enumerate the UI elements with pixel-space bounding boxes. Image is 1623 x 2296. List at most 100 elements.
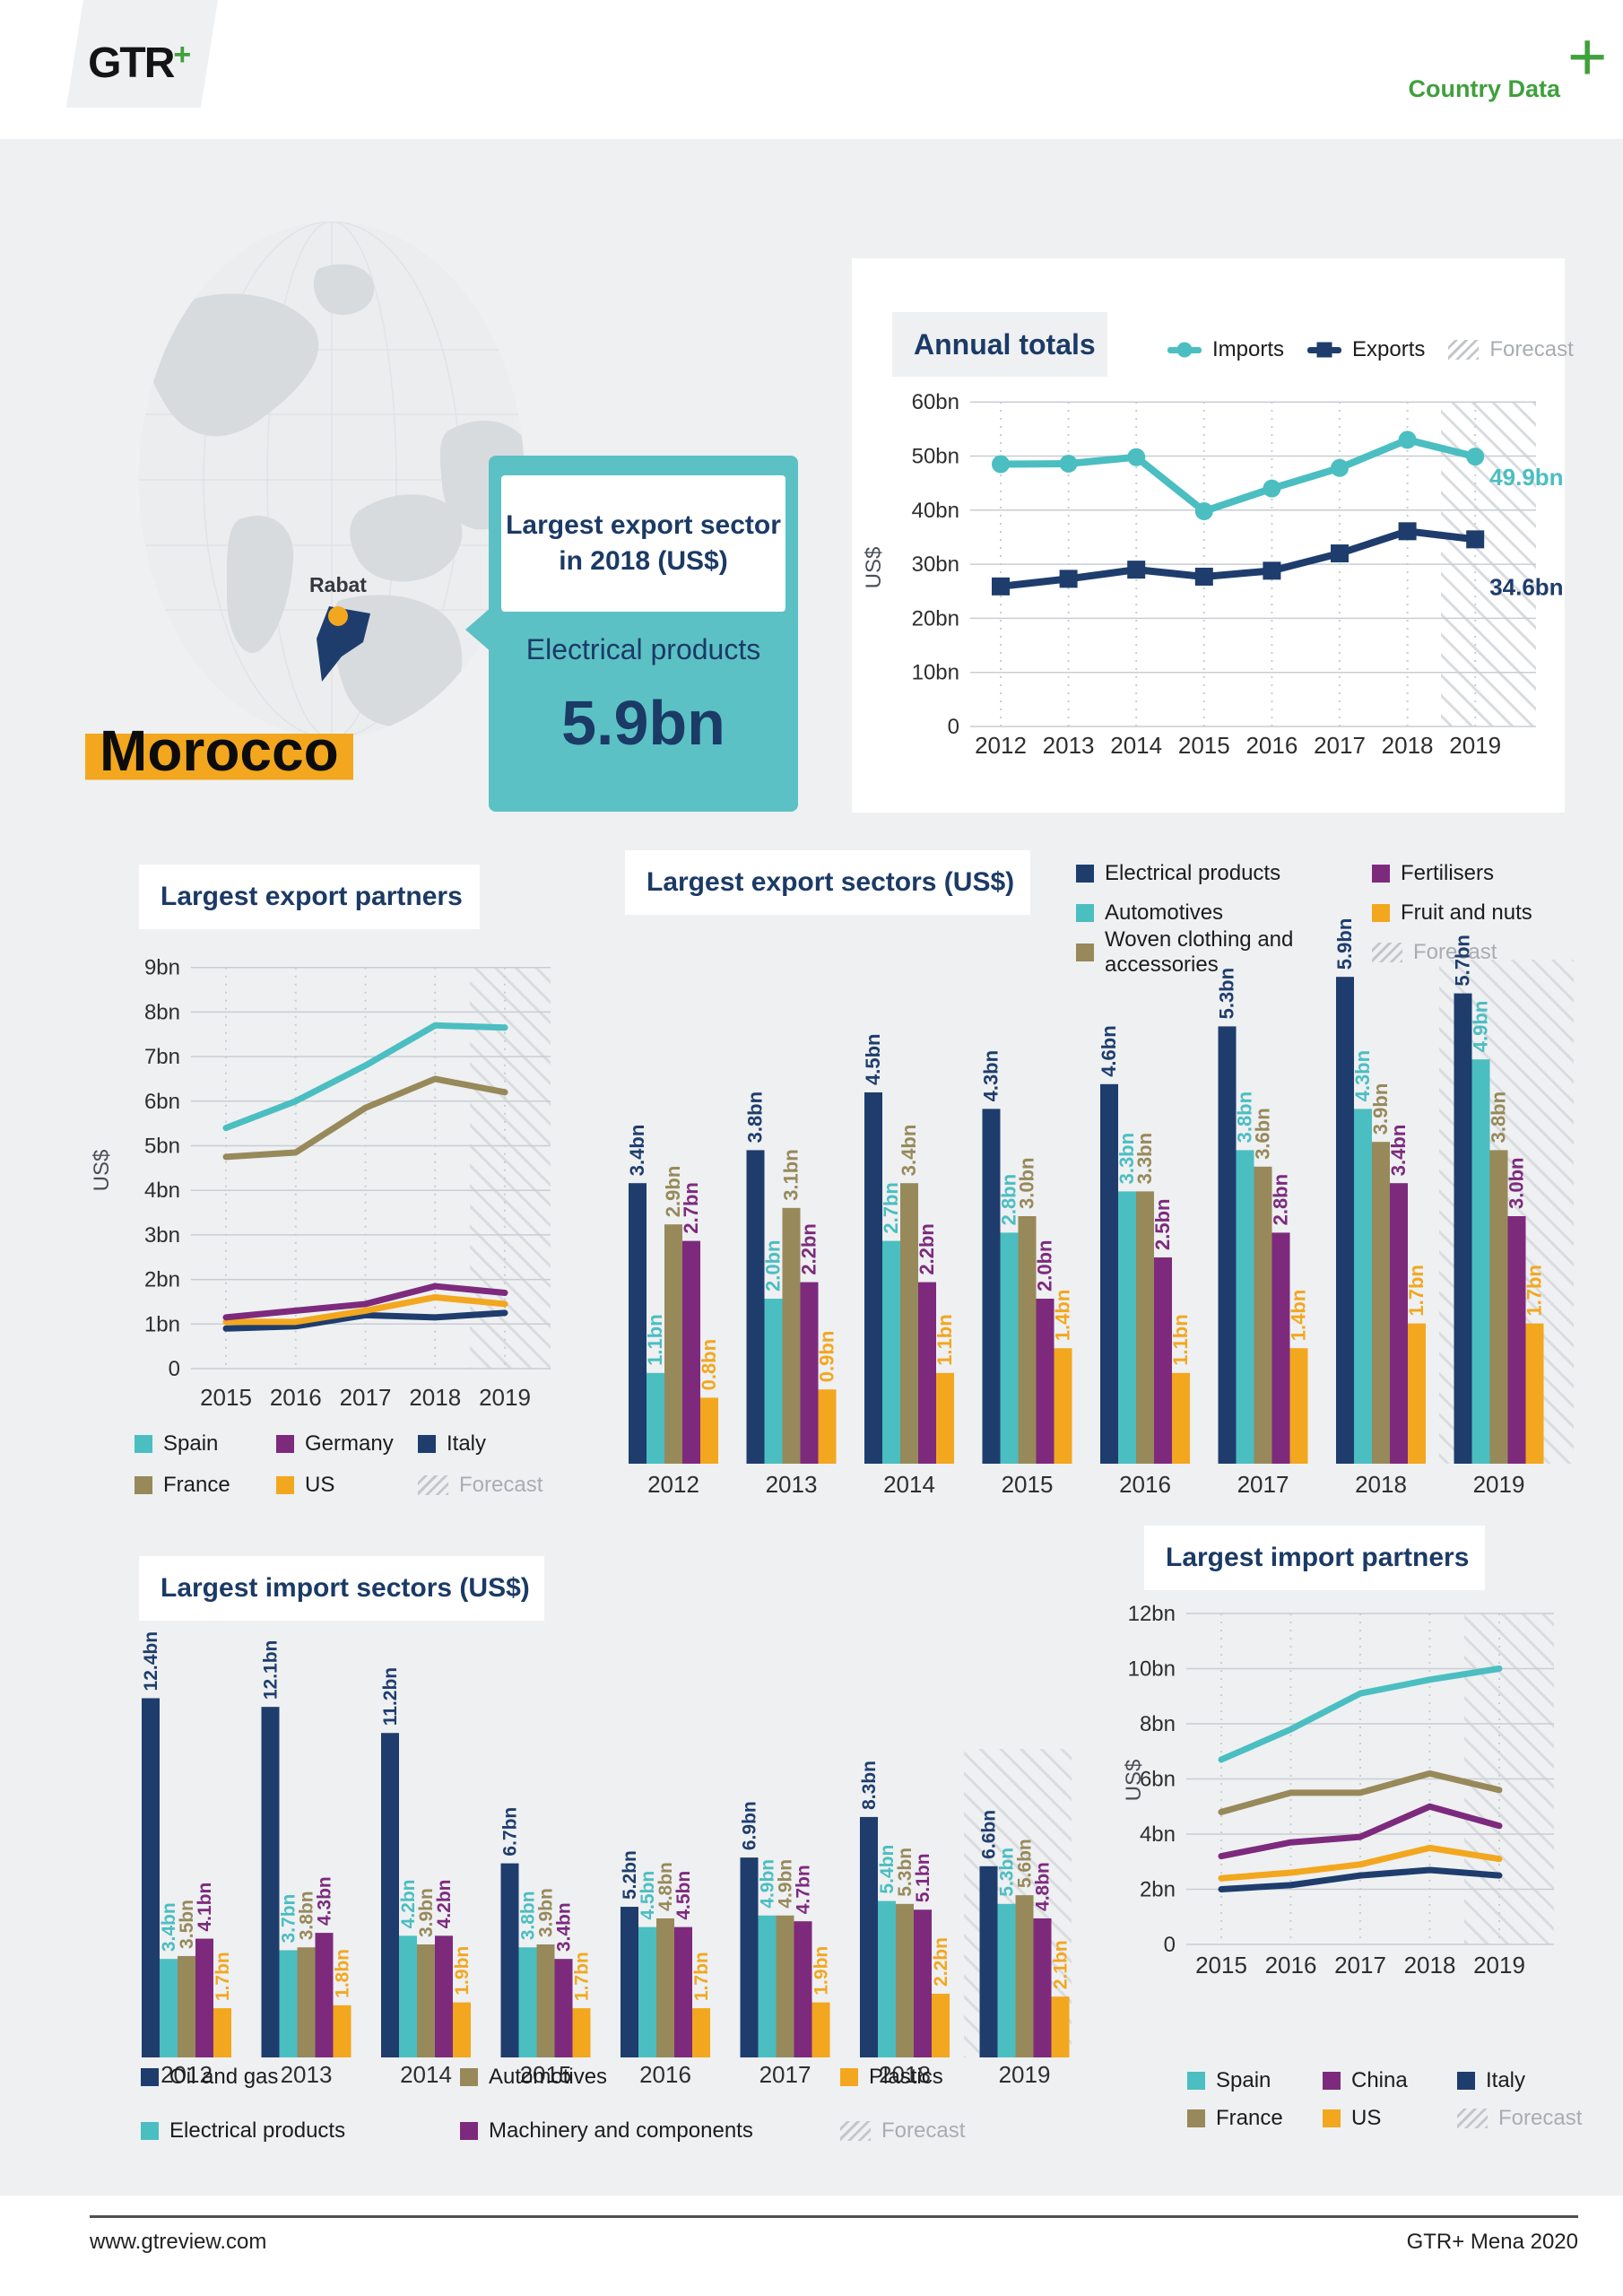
value-label: 1.9bn: [812, 1946, 832, 1996]
x-tick-label: 2016: [1119, 1471, 1171, 1498]
bar: [1408, 1323, 1426, 1464]
bar: [518, 1947, 537, 2057]
y-tick-label: 0: [1164, 1933, 1176, 1957]
value-label: 1.4bn: [1288, 1290, 1310, 1341]
value-label: 3.8bn: [518, 1891, 539, 1940]
x-tick-label: 2017: [1314, 732, 1366, 759]
value-label: 1.7bn: [1523, 1265, 1546, 1316]
y-tick-label: 4bn: [1140, 1822, 1176, 1847]
land-europe: [350, 494, 463, 582]
legend-label: Machinery and components: [489, 2118, 753, 2143]
land-south-america: [226, 516, 294, 653]
bar: [142, 1698, 160, 2057]
legend-marker: [1176, 342, 1193, 358]
x-tick-label: 2019: [999, 2061, 1051, 2088]
legend-label: Forecast: [1489, 337, 1574, 361]
bar: [818, 1389, 837, 1464]
legend-label: Automotives: [489, 2065, 608, 2089]
bar: [1154, 1257, 1172, 1464]
x-tick-label: 2012: [647, 1471, 699, 1498]
x-tick-label: 2015: [1002, 1471, 1054, 1498]
value-label: 2.5bn: [1151, 1199, 1174, 1250]
bar: [1254, 1166, 1272, 1464]
x-tick-label: 2016: [270, 1384, 322, 1411]
y-tick-label: 12bn: [1128, 1602, 1176, 1626]
legend-swatch: [1076, 904, 1094, 922]
bar: [932, 1993, 950, 2057]
y-tick-label: 5bn: [144, 1135, 180, 1159]
import-partners-legend: Spain China Italy France US Forecast: [1187, 2068, 1610, 2131]
annual-legend: Imports Exports Forecast: [1167, 337, 1574, 362]
value-label: 4.9bn: [1470, 1001, 1492, 1052]
export-partners-chart: 0 1bn 2bn 3bn 4bn 5bn 6bn 7bn 8bn 9bn 2015 2016 2017…: [90, 956, 551, 1411]
legend-label: Forecast: [1498, 2106, 1583, 2130]
data-point: [1194, 502, 1213, 521]
value-label: 5.7bn: [1452, 935, 1474, 986]
export-partners-title: Largest export partners: [139, 865, 480, 929]
y-tick-label: 8bn: [144, 1000, 180, 1024]
rabat-marker: [328, 606, 348, 626]
gtr-logo-text: GTR+: [88, 38, 189, 108]
value-label: 4.8bn: [1033, 1862, 1054, 1911]
bar: [621, 1907, 638, 2057]
value-label: 2.2bn: [798, 1223, 820, 1274]
y-tick-label: 2bn: [144, 1268, 180, 1292]
value-label: 1.1bn: [644, 1314, 666, 1365]
series-line: [1218, 1844, 1503, 1882]
y-tick-label: 6bn: [1140, 1768, 1176, 1792]
value-label: 4.3bn: [315, 1876, 335, 1926]
legend-swatch: [1372, 865, 1390, 883]
value-label: 3.3bn: [1115, 1133, 1138, 1184]
x-tick-label: 2014: [400, 2061, 452, 2088]
value-label: 6.9bn: [740, 1801, 760, 1850]
data-point: [1331, 544, 1349, 563]
bar: [1507, 1216, 1526, 1464]
bar: [1054, 1348, 1072, 1464]
bar: [1000, 1232, 1019, 1464]
y-tick-label: 1bn: [144, 1312, 180, 1336]
legend-item-forecast: Forecast: [1448, 337, 1574, 362]
value-label: 3.7bn: [279, 1894, 299, 1944]
bar: [979, 1866, 998, 2057]
x-tick-label: 2017: [759, 2061, 812, 2088]
y-tick-label: 10bn: [912, 661, 959, 685]
legend-label: Fertilisers: [1401, 861, 1495, 885]
bar: [536, 1944, 555, 2057]
footer-site-link[interactable]: www.gtreview.com: [90, 2230, 267, 2254]
export-sectors-chart: 3.4bn1.1bn2.9bn2.7bn0.8bn20123.8bn2.0bn3…: [626, 918, 1574, 1498]
value-label: 3.0bn: [1016, 1158, 1038, 1209]
x-tick-label: 2019: [1473, 1952, 1525, 1979]
legend-swatch: [135, 1435, 152, 1453]
bar: [812, 2002, 830, 2057]
import-sectors-chart: 12.4bn3.4bn3.5bn4.1bn1.7bn201212.1bn3.7b…: [141, 1631, 1072, 2088]
value-label: 1.7bn: [572, 1952, 593, 2001]
legend-label: Electrical products: [169, 2118, 346, 2143]
bar: [900, 1183, 918, 1464]
legend-swatch: [135, 1476, 152, 1494]
x-tick-label: 2012: [161, 2061, 213, 2088]
value-label: 2.8bn: [998, 1174, 1020, 1225]
bar: [399, 1935, 417, 2057]
bar: [333, 2005, 352, 2057]
plus-icon: +: [1567, 19, 1608, 95]
value-label: 4.5bn: [673, 1871, 694, 1920]
x-tick-label: 2016: [639, 2061, 691, 2088]
data-point: [992, 577, 1010, 596]
legend-label: Fruit and nuts: [1401, 900, 1532, 925]
legend-item-spain: Spain: [135, 1431, 276, 1457]
legend-swatch: [276, 1476, 294, 1494]
legend-item-machinery-and-components: Machinery and components: [460, 2118, 840, 2144]
value-label: 5.3bn: [1216, 968, 1238, 1019]
y-tick-label: 4bn: [144, 1178, 180, 1203]
data-point: [1194, 567, 1213, 586]
y-tick-label: 9bn: [144, 956, 180, 980]
legend-label: Woven clothing and accessories: [1105, 927, 1294, 977]
value-label: 2.2bn: [916, 1223, 938, 1274]
bar: [674, 1926, 692, 2057]
value-label: 3.6bn: [1252, 1108, 1274, 1159]
bar: [1036, 1299, 1055, 1464]
value-label: 2.0bn: [762, 1240, 785, 1292]
data-point: [1127, 561, 1146, 579]
legend-label: France: [1216, 2106, 1283, 2130]
legend-item-us: US: [1323, 2106, 1457, 2131]
